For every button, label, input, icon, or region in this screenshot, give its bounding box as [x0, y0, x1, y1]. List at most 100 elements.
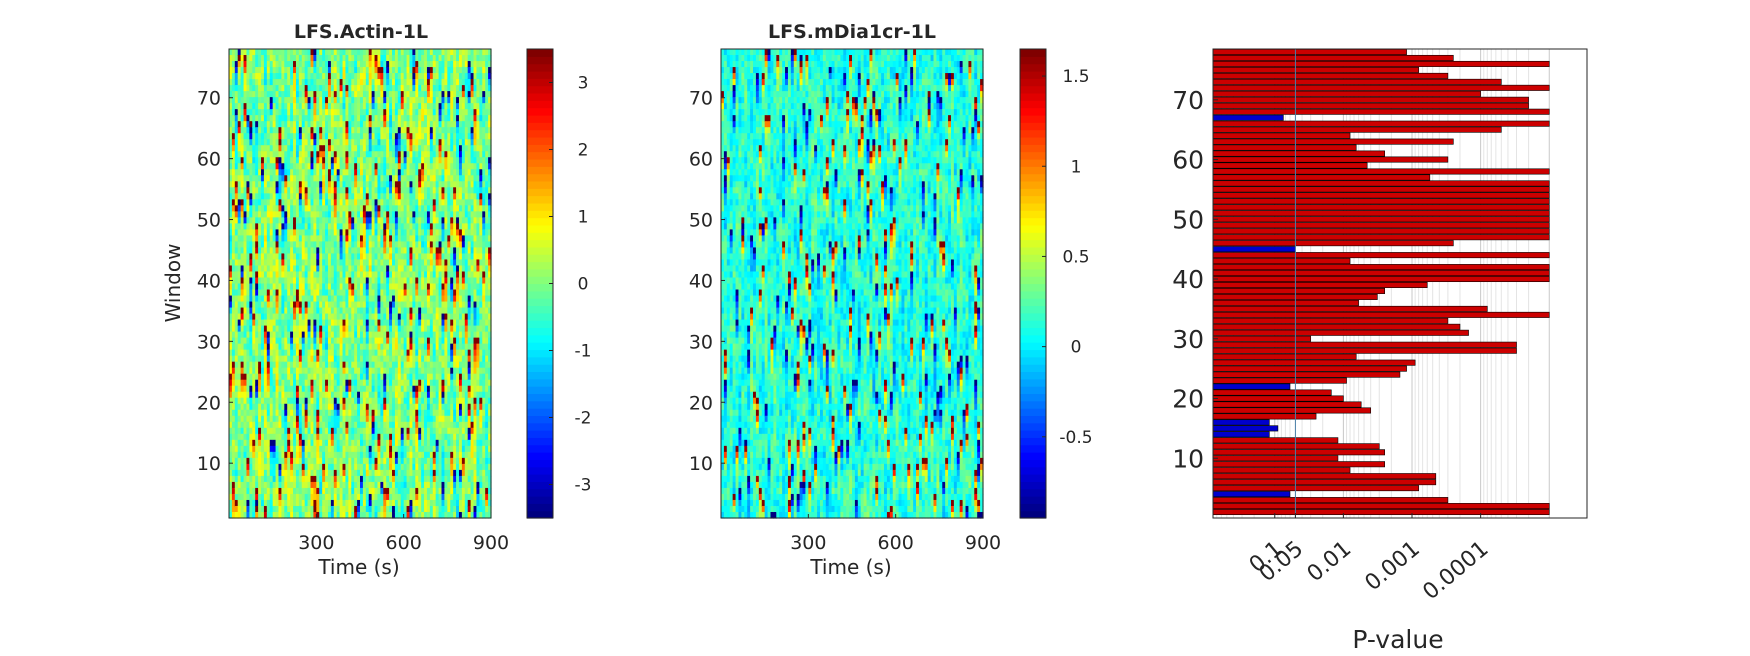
heatmap-cell	[319, 415, 323, 423]
heatmap-cell	[322, 109, 326, 116]
heatmap-cell	[246, 349, 250, 357]
heatmap-cell	[316, 427, 320, 435]
heatmap-cell	[310, 175, 315, 182]
heatmap-cell	[255, 463, 259, 471]
heatmap-cell	[255, 373, 259, 381]
heatmap-cell	[380, 139, 384, 146]
heatmap-cell	[330, 307, 335, 315]
heatmap-cell	[365, 253, 370, 261]
heatmap-cell	[357, 355, 361, 363]
heatmap-cell	[275, 247, 280, 255]
heatmap-cell	[374, 349, 379, 357]
heatmap-cell	[330, 373, 335, 381]
heatmap-cell	[284, 115, 288, 122]
heatmap-cell	[252, 367, 256, 375]
heatmap-cell	[357, 421, 361, 429]
heatmap-cell	[269, 175, 274, 182]
heatmap-cell	[377, 247, 381, 255]
heatmap-cell	[412, 415, 416, 423]
heatmap-cell	[293, 457, 297, 465]
heatmap-cell	[394, 223, 399, 230]
heatmap-cell	[394, 391, 399, 399]
heatmap-cell	[237, 85, 242, 92]
heatmap-cell	[272, 307, 277, 315]
heatmap-cell	[287, 301, 291, 309]
heatmap-cell	[365, 505, 370, 513]
heatmap-cell	[255, 265, 259, 273]
heatmap-cell	[261, 499, 265, 507]
heatmap-cell	[313, 385, 317, 393]
heatmap-cell	[231, 313, 236, 321]
heatmap-cell	[290, 73, 294, 80]
heatmap-cell	[383, 505, 387, 513]
heatmap-cell	[298, 439, 303, 447]
heatmap-cell	[316, 49, 320, 56]
heatmap-cell	[362, 241, 367, 249]
heatmap-cell	[351, 103, 355, 110]
heatmap-cell	[336, 271, 341, 279]
heatmap-cell	[240, 181, 245, 188]
heatmap-cell	[325, 241, 329, 249]
heatmap-cell	[229, 109, 233, 116]
heatmap-cell	[397, 247, 402, 255]
heatmap-cell	[342, 325, 347, 333]
heatmap-cell	[394, 157, 399, 164]
heatmap-cell	[397, 343, 402, 351]
heatmap-cell	[319, 343, 323, 351]
heatmap-cell	[316, 499, 320, 507]
heatmap-cell	[229, 367, 233, 375]
heatmap-cell	[258, 391, 262, 399]
heatmap-cell	[327, 253, 332, 261]
heatmap-cell	[313, 451, 317, 459]
heatmap-cell	[327, 67, 332, 74]
heatmap-cell	[339, 349, 344, 357]
heatmap-cell	[272, 115, 277, 122]
heatmap-cell	[301, 133, 306, 140]
heatmap-cell	[269, 223, 274, 230]
heatmap-cell	[269, 61, 274, 68]
heatmap-cell	[246, 157, 250, 164]
heatmap-cell	[290, 187, 294, 194]
heatmap-cell	[298, 199, 303, 206]
heatmap-cell	[400, 271, 405, 279]
heatmap-cell	[231, 493, 236, 501]
heatmap-cell	[272, 397, 277, 405]
heatmap-cell	[325, 313, 329, 321]
heatmap-cell	[258, 475, 262, 483]
heatmap-cell	[316, 283, 320, 291]
heatmap-cell	[400, 349, 405, 357]
heatmap-cell	[319, 211, 323, 218]
heatmap-cell	[281, 121, 285, 128]
heatmap-cell	[258, 181, 262, 188]
heatmap-cell	[310, 295, 315, 303]
heatmap-cell	[362, 331, 367, 339]
heatmap-cell	[409, 247, 413, 255]
heatmap-cell	[386, 499, 390, 507]
heatmap-cell	[383, 367, 387, 375]
heatmap-cell	[380, 49, 384, 56]
heatmap-cell	[336, 295, 341, 303]
heatmap-cell	[295, 55, 300, 62]
heatmap-cell	[351, 451, 355, 459]
heatmap-cell	[313, 511, 317, 519]
heatmap-cell	[357, 211, 361, 218]
heatmap-cell	[249, 301, 253, 309]
heatmap-cell	[368, 97, 373, 104]
heatmap-cell	[255, 229, 259, 236]
heatmap-cell	[392, 73, 396, 80]
heatmap-cell	[354, 55, 358, 62]
heatmap-cell	[231, 409, 236, 417]
heatmap-cell	[284, 127, 288, 134]
heatmap-cell	[237, 487, 242, 495]
heatmap-cell	[258, 319, 262, 327]
heatmap-cell	[290, 133, 294, 140]
heatmap-cell	[342, 271, 347, 279]
heatmap-cell	[362, 199, 367, 206]
heatmap-cell	[397, 511, 402, 519]
heatmap-cell	[389, 169, 393, 176]
heatmap-cell	[322, 55, 326, 62]
heatmap-cell	[240, 391, 245, 399]
heatmap-cell	[392, 295, 396, 303]
heatmap-cell	[275, 481, 280, 489]
heatmap-cell	[240, 379, 245, 387]
